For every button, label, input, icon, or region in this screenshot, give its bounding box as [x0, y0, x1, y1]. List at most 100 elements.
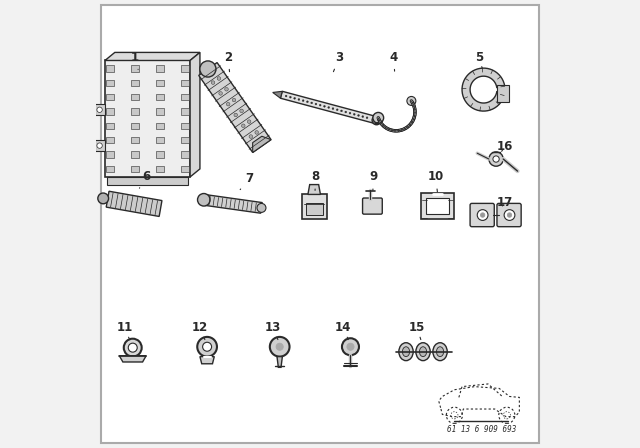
FancyBboxPatch shape	[180, 108, 189, 115]
Circle shape	[481, 213, 485, 217]
Polygon shape	[95, 140, 105, 151]
FancyBboxPatch shape	[131, 137, 139, 143]
FancyBboxPatch shape	[156, 166, 164, 172]
Circle shape	[200, 61, 216, 77]
Circle shape	[257, 203, 266, 212]
Circle shape	[241, 124, 245, 128]
FancyBboxPatch shape	[156, 151, 164, 158]
Circle shape	[240, 109, 243, 112]
FancyBboxPatch shape	[131, 65, 139, 72]
FancyBboxPatch shape	[101, 5, 539, 443]
FancyBboxPatch shape	[180, 123, 189, 129]
Circle shape	[347, 343, 354, 350]
FancyBboxPatch shape	[156, 80, 164, 86]
FancyBboxPatch shape	[306, 203, 323, 215]
Circle shape	[311, 102, 312, 104]
Polygon shape	[105, 60, 190, 177]
Circle shape	[349, 112, 351, 114]
FancyBboxPatch shape	[131, 108, 139, 115]
Circle shape	[315, 103, 317, 105]
Circle shape	[198, 194, 210, 206]
FancyBboxPatch shape	[180, 65, 189, 72]
FancyBboxPatch shape	[426, 198, 449, 214]
Circle shape	[499, 407, 515, 423]
FancyBboxPatch shape	[180, 80, 189, 86]
Circle shape	[493, 156, 499, 162]
Circle shape	[504, 210, 515, 220]
Text: 9: 9	[370, 170, 378, 190]
Circle shape	[345, 111, 347, 113]
Circle shape	[358, 115, 360, 116]
FancyBboxPatch shape	[156, 108, 164, 115]
Circle shape	[366, 117, 368, 119]
Circle shape	[217, 77, 221, 80]
Circle shape	[302, 100, 304, 102]
FancyBboxPatch shape	[156, 94, 164, 100]
FancyBboxPatch shape	[106, 166, 115, 172]
FancyBboxPatch shape	[180, 94, 189, 100]
Polygon shape	[277, 357, 282, 367]
Circle shape	[294, 97, 296, 99]
Ellipse shape	[399, 343, 413, 361]
Polygon shape	[280, 91, 378, 124]
FancyBboxPatch shape	[106, 123, 115, 129]
Text: 17: 17	[497, 196, 513, 209]
Circle shape	[337, 109, 338, 111]
Circle shape	[247, 120, 251, 124]
Circle shape	[255, 131, 259, 134]
Circle shape	[353, 113, 355, 115]
Circle shape	[324, 105, 325, 107]
Text: 13: 13	[265, 321, 281, 340]
Text: 14: 14	[335, 321, 351, 340]
Circle shape	[270, 337, 289, 357]
FancyBboxPatch shape	[497, 203, 521, 227]
Polygon shape	[105, 52, 200, 60]
Circle shape	[342, 338, 359, 355]
Circle shape	[328, 107, 330, 108]
Ellipse shape	[419, 347, 427, 357]
FancyBboxPatch shape	[180, 151, 189, 158]
FancyBboxPatch shape	[106, 108, 115, 115]
FancyBboxPatch shape	[156, 123, 164, 129]
Polygon shape	[200, 357, 214, 364]
Circle shape	[225, 87, 228, 91]
FancyBboxPatch shape	[156, 65, 164, 72]
Text: 3: 3	[333, 51, 343, 72]
Circle shape	[503, 412, 511, 419]
FancyBboxPatch shape	[131, 123, 139, 129]
FancyBboxPatch shape	[106, 151, 115, 158]
Circle shape	[373, 112, 383, 123]
Text: 10: 10	[428, 170, 444, 192]
Text: 12: 12	[192, 321, 208, 340]
Circle shape	[489, 152, 503, 166]
Circle shape	[97, 143, 102, 148]
Circle shape	[211, 81, 215, 84]
Polygon shape	[273, 91, 282, 98]
FancyBboxPatch shape	[421, 193, 454, 219]
Circle shape	[234, 113, 237, 117]
Ellipse shape	[403, 347, 410, 357]
Circle shape	[285, 95, 287, 97]
Circle shape	[372, 116, 381, 125]
FancyBboxPatch shape	[106, 80, 115, 86]
Polygon shape	[106, 191, 162, 216]
Polygon shape	[308, 185, 321, 194]
FancyBboxPatch shape	[180, 166, 189, 172]
Circle shape	[124, 339, 141, 357]
FancyBboxPatch shape	[470, 203, 494, 227]
Circle shape	[197, 337, 217, 357]
FancyBboxPatch shape	[131, 80, 139, 86]
Circle shape	[97, 107, 102, 112]
Text: 61 13 6 909 693: 61 13 6 909 693	[447, 425, 516, 434]
Text: 1: 1	[131, 51, 139, 69]
Circle shape	[98, 193, 109, 204]
Text: 11: 11	[116, 321, 132, 340]
Circle shape	[232, 98, 236, 102]
Circle shape	[276, 343, 284, 350]
Polygon shape	[119, 356, 146, 362]
Circle shape	[227, 103, 230, 106]
Text: 2: 2	[224, 51, 232, 72]
Circle shape	[298, 99, 300, 100]
FancyBboxPatch shape	[106, 137, 115, 143]
FancyBboxPatch shape	[131, 166, 139, 172]
